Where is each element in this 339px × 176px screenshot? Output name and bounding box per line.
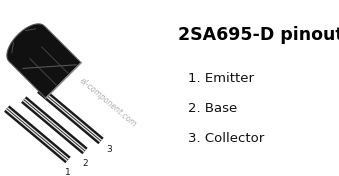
Text: 2SA695-D pinout: 2SA695-D pinout	[178, 26, 339, 44]
Polygon shape	[7, 24, 81, 98]
Text: 3. Collector: 3. Collector	[188, 131, 264, 144]
Text: 1. Emitter: 1. Emitter	[188, 71, 254, 84]
Text: 2: 2	[82, 159, 88, 168]
Text: 1: 1	[65, 168, 71, 176]
Text: el-component.com: el-component.com	[78, 77, 138, 129]
Text: 2. Base: 2. Base	[188, 102, 237, 115]
Text: 3: 3	[106, 145, 112, 154]
